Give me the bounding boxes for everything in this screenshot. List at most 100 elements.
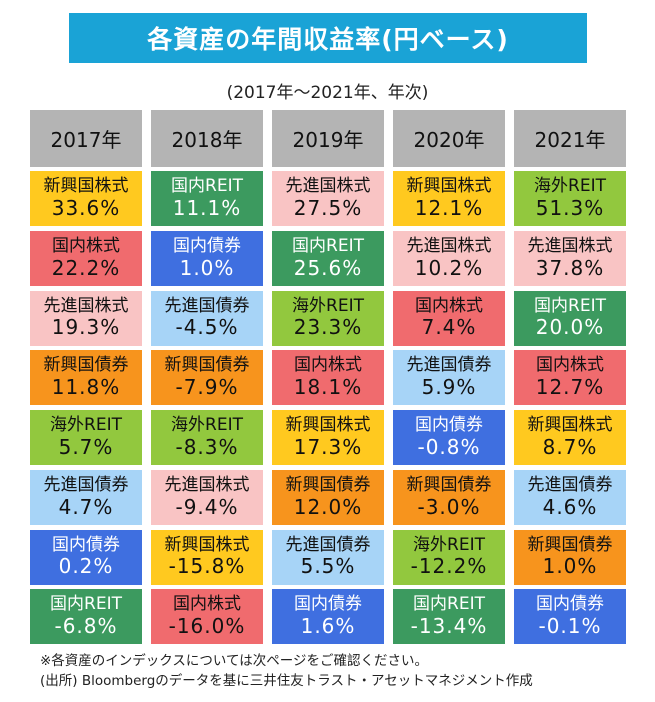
return-cell: 先進国株式 19.3% [30, 290, 142, 346]
return-cell: 国内REIT 20.0% [514, 290, 626, 346]
column-header: 2018年 [151, 110, 263, 167]
return-value: -4.5% [175, 315, 239, 340]
return-value: -0.1% [538, 614, 602, 639]
footnotes: ※各資産のインデックスについては次ページをご確認ください。 (出所) Bloom… [40, 651, 533, 691]
return-cell: 先進国債券 5.9% [393, 350, 505, 406]
return-value: -9.4% [175, 494, 239, 519]
asset-name: 国内株式 [173, 594, 241, 615]
return-value: 1.6% [300, 614, 356, 639]
asset-name: 国内債券 [294, 594, 362, 615]
return-value: 20.0% [535, 315, 605, 340]
return-value: 1.0% [542, 554, 598, 579]
asset-name: 先進国株式 [285, 176, 371, 197]
return-value: 17.3% [293, 434, 363, 459]
return-cell: 新興国株式 17.3% [272, 410, 384, 465]
asset-name: 国内債券 [536, 594, 604, 615]
asset-name: 新興国株式 [285, 415, 371, 436]
column-header: 2021年 [514, 110, 626, 167]
asset-name: 新興国株式 [406, 176, 492, 197]
asset-name: 新興国株式 [527, 415, 613, 436]
asset-name: 国内株式 [294, 355, 362, 376]
return-cell: 海外REIT -8.3% [151, 410, 263, 465]
asset-name: 先進国株式 [406, 235, 492, 256]
return-value: -12.2% [410, 554, 488, 579]
asset-name: 国内株式 [536, 355, 604, 376]
return-cell: 先進国株式 -9.4% [151, 469, 263, 525]
column-header: 2017年 [30, 110, 142, 167]
return-cell: 国内REIT 25.6% [272, 230, 384, 286]
return-cell: 先進国株式 37.8% [514, 230, 626, 286]
return-value: -0.8% [417, 434, 481, 459]
return-cell: 国内株式 12.7% [514, 350, 626, 406]
return-cell: 新興国債券 -7.9% [151, 350, 263, 406]
asset-name: 新興国債券 [406, 474, 492, 495]
asset-name: 先進国債券 [406, 355, 492, 376]
asset-name: 新興国株式 [164, 534, 250, 555]
return-cell: 先進国債券 5.5% [272, 529, 384, 585]
return-cell: 国内債券 1.0% [151, 230, 263, 286]
column-header: 2020年 [393, 110, 505, 167]
return-value: -7.9% [175, 375, 239, 400]
returns-table: 2017年 2018年 2019年 2020年 2021年 新興国株式 33.6% 国内REI… [30, 110, 626, 645]
return-cell: 新興国債券 12.0% [272, 469, 384, 525]
return-value: 25.6% [293, 255, 363, 280]
asset-name: 先進国債券 [285, 534, 371, 555]
return-value: 8.7% [542, 434, 598, 459]
asset-name: 国内REIT [171, 176, 243, 197]
return-cell: 先進国債券 4.7% [30, 469, 142, 525]
return-cell: 海外REIT -12.2% [393, 529, 505, 585]
asset-name: 先進国債券 [527, 474, 613, 495]
asset-name: 先進国株式 [164, 474, 250, 495]
chart-subtitle: (2017年～2021年、年次) [226, 83, 429, 103]
return-cell: 国内REIT -13.4% [393, 589, 505, 645]
return-value: 5.9% [421, 375, 477, 400]
asset-name: 海外REIT [413, 534, 485, 555]
return-cell: 先進国株式 27.5% [272, 171, 384, 226]
return-value: -3.0% [417, 494, 481, 519]
return-value: -16.0% [168, 614, 246, 639]
return-cell: 国内株式 -16.0% [151, 589, 263, 645]
return-value: 7.4% [421, 315, 477, 340]
asset-name: 国内REIT [50, 594, 122, 615]
return-value: -8.3% [175, 434, 239, 459]
return-value: -6.8% [54, 614, 118, 639]
asset-name: 国内株式 [415, 295, 483, 316]
return-cell: 国内株式 7.4% [393, 290, 505, 346]
return-value: 0.2% [58, 554, 114, 579]
chart-title: 各資産の年間収益率(円ベース) [69, 13, 587, 63]
return-value: 33.6% [51, 195, 121, 220]
return-value: 11.8% [51, 375, 121, 400]
asset-name: 国内債券 [52, 534, 120, 555]
return-cell: 新興国債券 -3.0% [393, 469, 505, 525]
asset-name: 海外REIT [171, 415, 243, 436]
asset-name: 先進国株式 [43, 295, 129, 316]
return-cell: 国内株式 18.1% [272, 350, 384, 406]
return-value: 4.7% [58, 494, 114, 519]
return-cell: 先進国株式 10.2% [393, 230, 505, 286]
footnote-index: ※各資産のインデックスについては次ページをご確認ください。 [40, 653, 428, 669]
return-cell: 新興国株式 8.7% [514, 410, 626, 465]
asset-name: 海外REIT [50, 415, 122, 436]
return-value: 12.1% [414, 195, 484, 220]
return-cell: 海外REIT 5.7% [30, 410, 142, 465]
return-value: 22.2% [51, 255, 121, 280]
return-value: 37.8% [535, 255, 605, 280]
return-value: 1.0% [179, 255, 235, 280]
return-value: 19.3% [51, 315, 121, 340]
return-value: 18.1% [293, 375, 363, 400]
return-cell: 新興国債券 1.0% [514, 529, 626, 585]
return-cell: 国内債券 -0.8% [393, 410, 505, 465]
return-value: 27.5% [293, 195, 363, 220]
return-cell: 国内REIT -6.8% [30, 589, 142, 645]
asset-name: 国内債券 [415, 415, 483, 436]
footnote-source: (出所) Bloombergのデータを基に三井住友トラスト・アセットマネジメント… [40, 673, 533, 689]
asset-name: 国内REIT [413, 594, 485, 615]
return-value: 11.1% [172, 195, 242, 220]
return-cell: 海外REIT 51.3% [514, 171, 626, 226]
return-cell: 国内株式 22.2% [30, 230, 142, 286]
return-value: -13.4% [410, 614, 488, 639]
asset-name: 新興国債券 [285, 474, 371, 495]
return-cell: 新興国債券 11.8% [30, 350, 142, 406]
asset-name: 先進国債券 [43, 474, 129, 495]
asset-name: 国内REIT [534, 295, 606, 316]
